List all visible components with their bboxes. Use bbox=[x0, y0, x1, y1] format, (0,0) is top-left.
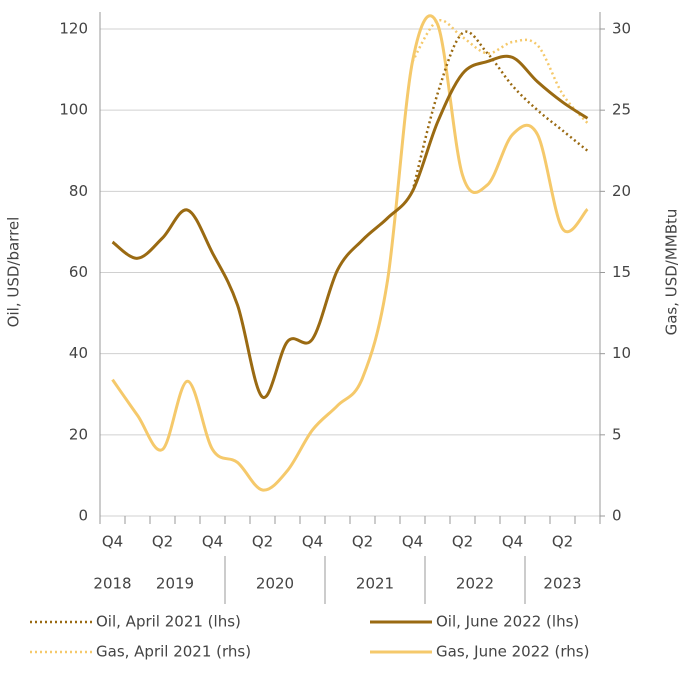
y-tick-label: 40 bbox=[69, 344, 88, 362]
y-tick-label: 100 bbox=[59, 101, 88, 119]
legend-label: Gas, April 2021 (rhs) bbox=[96, 643, 251, 661]
x-tick-label: Q4 bbox=[502, 533, 523, 551]
y-tick-label: 0 bbox=[78, 507, 88, 525]
y2-tick-label: 5 bbox=[612, 425, 622, 443]
y2-tick-label: 0 bbox=[612, 507, 622, 525]
x-group-label: 2018 bbox=[93, 575, 131, 593]
series-line bbox=[111, 14, 589, 492]
y2-tick-label: 10 bbox=[612, 344, 631, 362]
x-tick-label: Q4 bbox=[202, 533, 223, 551]
y-axis-title: Oil, USD/barrel bbox=[5, 217, 23, 328]
x-tick-label: Q4 bbox=[302, 533, 323, 551]
x-tick-label: Q4 bbox=[402, 533, 423, 551]
legend-label: Oil, June 2022 (lhs) bbox=[436, 613, 579, 631]
x-tick-label: Q2 bbox=[152, 533, 173, 551]
y2-tick-label: 25 bbox=[612, 101, 631, 119]
x-tick-label: Q2 bbox=[252, 533, 273, 551]
series-line bbox=[111, 54, 589, 399]
x-tick-label: Q2 bbox=[452, 533, 473, 551]
y2-axis-title: Gas, USD/MMBtu bbox=[663, 209, 681, 336]
x-group-label: 2021 bbox=[356, 575, 394, 593]
x-group-label: 2020 bbox=[256, 575, 294, 593]
x-tick-label: Q4 bbox=[102, 533, 123, 551]
x-group-label: 2023 bbox=[543, 575, 581, 593]
y-tick-label: 120 bbox=[59, 20, 88, 38]
y-tick-label: 20 bbox=[69, 425, 88, 443]
legend-label: Gas, June 2022 (rhs) bbox=[436, 643, 589, 661]
y2-tick-label: 20 bbox=[612, 182, 631, 200]
x-group-label: 2022 bbox=[456, 575, 494, 593]
y2-tick-label: 30 bbox=[612, 20, 631, 38]
y-tick-label: 60 bbox=[69, 263, 88, 281]
y2-tick-label: 15 bbox=[612, 263, 631, 281]
series-line bbox=[411, 18, 589, 124]
legend-label: Oil, April 2021 (lhs) bbox=[96, 613, 241, 631]
series-line bbox=[411, 30, 589, 192]
x-tick-label: Q2 bbox=[552, 533, 573, 551]
y-tick-label: 80 bbox=[69, 182, 88, 200]
x-group-label: 2019 bbox=[156, 575, 194, 593]
x-tick-label: Q2 bbox=[352, 533, 373, 551]
